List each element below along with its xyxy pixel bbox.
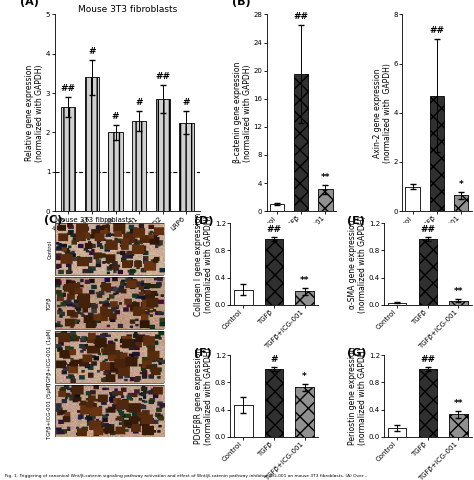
Text: #: # (136, 98, 143, 107)
Text: #: # (182, 98, 190, 107)
Title: Mouse 3T3 fibroblasts: Mouse 3T3 fibroblasts (78, 5, 177, 13)
Bar (156, 99, 170, 211)
Text: TGFβ+ICG-001 (5μM): TGFβ+ICG-001 (5μM) (47, 383, 52, 439)
Bar (318, 190, 333, 211)
Bar (55, 331, 164, 383)
Bar (132, 120, 146, 211)
Text: *: * (459, 180, 464, 189)
Text: (F): (F) (193, 348, 211, 358)
Bar (405, 187, 420, 211)
Text: ##: ## (420, 355, 436, 364)
Text: ##: ## (420, 225, 436, 234)
Y-axis label: PDGFβR gene expression
(normalized with GAPDH): PDGFβR gene expression (normalized with … (194, 348, 213, 445)
Text: #: # (270, 355, 278, 364)
Bar (179, 122, 193, 211)
Bar (429, 96, 444, 211)
Text: Fig. 1. Triggering of canonical Wnt/β-catenin signaling pathway activation and e: Fig. 1. Triggering of canonical Wnt/β-ca… (5, 474, 367, 478)
Text: ##: ## (61, 84, 76, 93)
Text: (B): (B) (232, 0, 250, 7)
Bar (419, 239, 437, 305)
Y-axis label: Axin-2 gene expression
(normalized with  GAPDH): Axin-2 gene expression (normalized with … (373, 63, 392, 163)
Bar (55, 223, 164, 275)
Text: (D): (D) (193, 216, 213, 226)
Bar (55, 385, 164, 437)
Y-axis label: Relative gene expression
(normalized with GAPDH): Relative gene expression (normalized wit… (25, 64, 45, 162)
Bar (388, 428, 407, 437)
Bar (61, 107, 75, 211)
Text: *: * (302, 372, 307, 381)
Bar (295, 291, 314, 305)
Text: ##: ## (429, 26, 445, 36)
Bar (454, 195, 468, 211)
Text: (A): (A) (19, 0, 38, 7)
Text: **: ** (300, 276, 310, 285)
Text: #: # (112, 112, 119, 120)
Bar (234, 290, 253, 305)
Text: (C): (C) (44, 215, 62, 225)
Text: ##: ## (294, 12, 309, 22)
Bar (85, 77, 99, 211)
Y-axis label: α-SMA gene expression
(normalized with GAPDH): α-SMA gene expression (normalized with G… (348, 215, 367, 312)
Text: **: ** (454, 399, 463, 408)
Bar (388, 303, 407, 305)
Text: (E): (E) (347, 216, 365, 226)
Y-axis label: Collagen I gene expression
(normalized with GAPDH): Collagen I gene expression (normalized w… (194, 212, 213, 315)
Bar (109, 132, 123, 211)
Y-axis label: β-catenin gene expression
(normalized with GAPDH): β-catenin gene expression (normalized wi… (233, 62, 252, 164)
Bar (55, 277, 164, 329)
Text: **: ** (454, 288, 463, 297)
Bar (265, 239, 283, 305)
Text: ##: ## (266, 225, 282, 234)
Text: #: # (88, 47, 96, 56)
Y-axis label: Periostin gene expression
(normalized with GAPDH): Periostin gene expression (normalized wi… (348, 347, 367, 445)
Text: TGFβ+ICG-001 (1μM): TGFβ+ICG-001 (1μM) (47, 329, 52, 385)
Bar (419, 369, 437, 437)
Bar (265, 369, 283, 437)
Text: ##: ## (155, 72, 170, 81)
Text: Mouse 3T3 fibroblasts: Mouse 3T3 fibroblasts (55, 217, 131, 223)
Bar (270, 204, 284, 211)
Bar (294, 74, 309, 211)
Bar (234, 405, 253, 437)
Text: Control: Control (47, 240, 52, 259)
Text: (G): (G) (347, 348, 367, 358)
Bar (449, 414, 468, 437)
Text: **: ** (321, 173, 330, 182)
Text: TGFβ: TGFβ (47, 296, 52, 310)
Bar (449, 300, 468, 305)
Bar (295, 387, 314, 437)
